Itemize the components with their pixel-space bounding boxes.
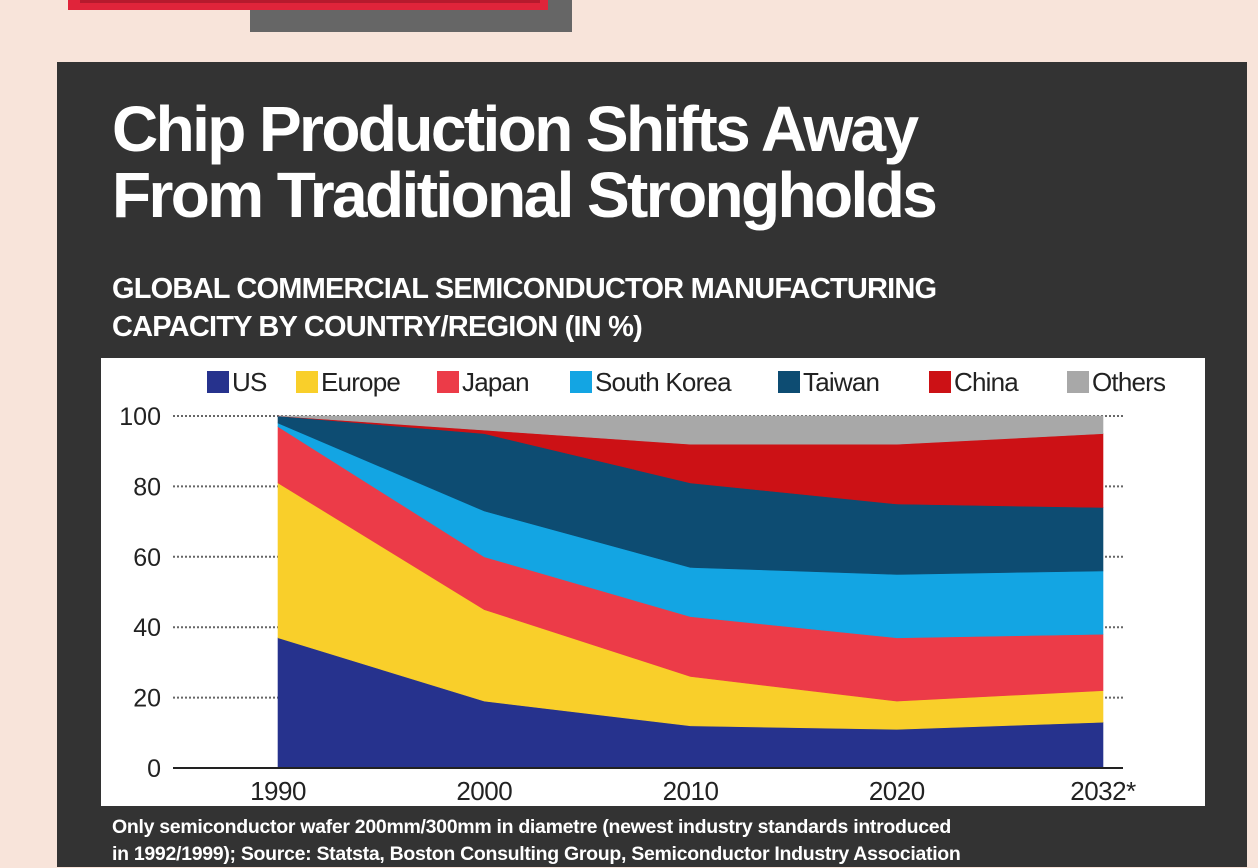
stacked-area-chart: US Europe Japan South Korea Taiwan China Other… bbox=[119, 367, 1167, 806]
chart-gridlines: 0 20 40 60 80 100 bbox=[119, 403, 1123, 783]
chart-axes: 1990 2000 2010 2020 2032* bbox=[173, 767, 1137, 806]
legend-label-europe: Europe bbox=[321, 367, 400, 397]
legend-label-china: China bbox=[954, 367, 1019, 397]
legend-label-others: Others bbox=[1092, 367, 1166, 397]
x-tick-label: 1990 bbox=[250, 776, 306, 806]
legend-swatch-us bbox=[207, 371, 229, 393]
source-footnote: Only semiconductor wafer 200mm/300mm in … bbox=[112, 816, 961, 865]
y-tick-label: 40 bbox=[133, 614, 161, 642]
legend-label-south-korea: South Korea bbox=[595, 367, 732, 397]
header-ribbon-edge bbox=[80, 0, 540, 3]
x-tick-label: 2010 bbox=[663, 776, 719, 806]
area-others bbox=[277, 415, 1104, 445]
legend-swatch-europe bbox=[296, 371, 318, 393]
x-tick-label: 2020 bbox=[869, 776, 925, 806]
page-title: Chip Production Shifts Away From Traditi… bbox=[112, 93, 938, 231]
legend-swatch-japan bbox=[437, 371, 459, 393]
chart-areas bbox=[277, 415, 1104, 769]
y-tick-label: 80 bbox=[133, 473, 161, 501]
legend-label-us: US bbox=[232, 367, 267, 397]
chart-subtitle: GLOBAL COMMERCIAL SEMICONDUCTOR MANUFACT… bbox=[112, 273, 937, 343]
y-tick-label: 0 bbox=[147, 755, 161, 783]
y-tick-label: 20 bbox=[133, 685, 161, 713]
legend-swatch-south-korea bbox=[570, 371, 592, 393]
chart-legend: US Europe Japan South Korea Taiwan China Other… bbox=[207, 367, 1167, 397]
x-tick-label: 2000 bbox=[456, 776, 512, 806]
chart-panel: US Europe Japan South Korea Taiwan China Other… bbox=[101, 358, 1205, 806]
legend-swatch-china bbox=[929, 371, 951, 393]
legend-label-taiwan: Taiwan bbox=[803, 367, 879, 397]
legend-swatch-others bbox=[1067, 371, 1089, 393]
legend-label-japan: Japan bbox=[462, 367, 529, 397]
header-ribbon bbox=[68, 0, 548, 10]
y-tick-label: 60 bbox=[133, 544, 161, 572]
x-tick-label: 2032* bbox=[1070, 776, 1136, 806]
legend-swatch-taiwan bbox=[778, 371, 800, 393]
y-tick-label: 100 bbox=[119, 403, 161, 431]
